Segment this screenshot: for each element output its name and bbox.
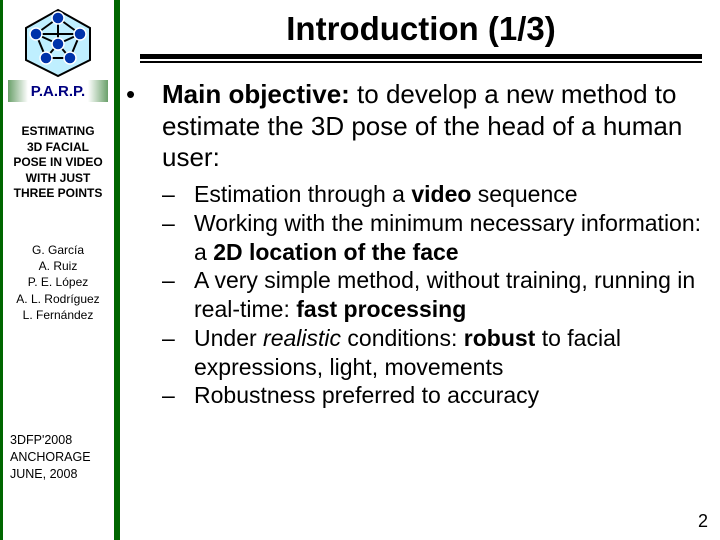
sub-bullet: –Estimation through a video sequence [178,180,706,209]
sidebar: P.A.R.P. ESTIMATING 3D FACIAL POSE IN VI… [0,0,120,540]
graph-icon [18,6,98,78]
main-bullet: •Main objective: to develop a new method… [136,79,706,174]
sub-bullet: –Robustness preferred to accuracy [178,381,706,410]
sidebar-stripe-left [0,0,3,540]
page-number: 2 [698,511,708,532]
sidebar-title: ESTIMATING 3D FACIAL POSE IN VIDEO WITH … [4,124,112,202]
body: •Main objective: to develop a new method… [130,79,712,410]
title-rule-thin [140,61,702,63]
conference-info: 3DFP'2008 ANCHORAGE JUNE, 2008 [10,432,91,483]
authors-list: G. García A. Ruiz P. E. López A. L. Rodr… [4,242,112,323]
sidebar-stripe-right [114,0,120,540]
logo-band: P.A.R.P. [8,80,108,102]
logo: P.A.R.P. [8,6,108,106]
main-bullet-prefix: Main objective: [162,79,350,109]
logo-text: P.A.R.P. [31,83,85,100]
sub-bullet-list: –Estimation through a video sequence –Wo… [136,180,706,410]
slide-title: Introduction (1/3) [130,0,712,54]
main-content: Introduction (1/3) •Main objective: to d… [130,0,712,410]
title-rule-thick [140,54,702,59]
sub-bullet: –A very simple method, without training,… [178,266,706,324]
sub-bullet: –Working with the minimum necessary info… [178,209,706,267]
sub-bullet: –Under realistic conditions: robust to f… [178,324,706,382]
